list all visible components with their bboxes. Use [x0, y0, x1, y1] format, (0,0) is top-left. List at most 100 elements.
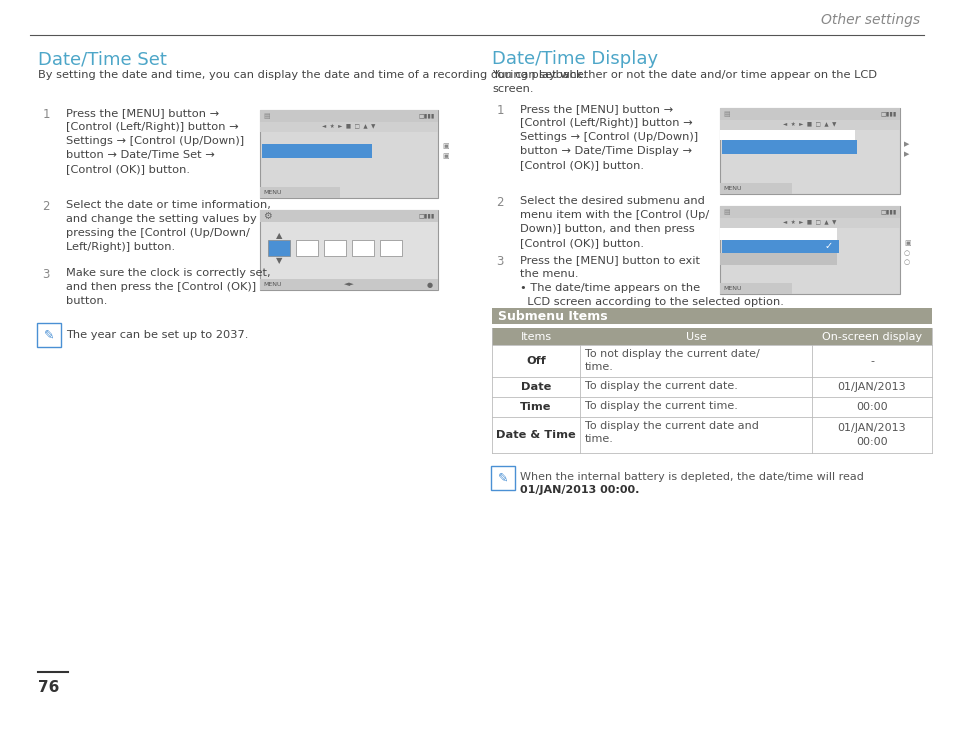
Bar	[379, 240, 401, 256]
Text: ○: ○	[903, 259, 909, 265]
Text: ▼: ▼	[275, 256, 282, 266]
Bar	[720, 253, 836, 265]
Bar	[260, 210, 437, 222]
Text: To display the current time.: To display the current time.	[584, 401, 737, 411]
Text: 01/JAN/2013: 01/JAN/2013	[837, 382, 905, 392]
Text: ✎: ✎	[497, 472, 508, 485]
Text: MENU: MENU	[722, 286, 740, 291]
FancyBboxPatch shape	[37, 323, 61, 347]
Text: Press the [MENU] button →
[Control (Left/Right)] button →
Settings → [Control (U: Press the [MENU] button → [Control (Left…	[519, 104, 698, 170]
Bar	[720, 283, 791, 294]
Text: Date/Time Set: Date/Time Set	[38, 50, 167, 68]
Bar	[492, 397, 931, 417]
Text: ▲: ▲	[275, 231, 282, 240]
Text: To display the current date.: To display the current date.	[584, 381, 737, 391]
Text: Other settings: Other settings	[820, 13, 919, 27]
Bar	[260, 110, 437, 198]
Bar	[720, 206, 899, 218]
Bar	[260, 187, 339, 198]
Text: Press the [MENU] button →
[Control (Left/Right)] button →
Settings → [Control (U: Press the [MENU] button → [Control (Left…	[66, 108, 244, 174]
Text: 2: 2	[496, 196, 503, 209]
Text: Date & Time: Date & Time	[496, 430, 576, 440]
Text: ✎: ✎	[44, 328, 54, 342]
Text: To not display the current date/
time.: To not display the current date/ time.	[584, 349, 759, 372]
Text: ◄  ★  ►  ■  □  ▲  ▼: ◄ ★ ► ■ □ ▲ ▼	[322, 124, 375, 130]
Text: □▮▮▮: □▮▮▮	[880, 112, 896, 117]
Text: □▮▮▮: □▮▮▮	[418, 213, 435, 218]
Text: ▣: ▣	[903, 240, 910, 246]
Text: 3: 3	[42, 268, 50, 281]
Text: To display the current date and
time.: To display the current date and time.	[584, 421, 758, 444]
Text: 1: 1	[496, 104, 503, 117]
Text: -: -	[869, 356, 873, 366]
Bar	[260, 110, 437, 122]
Text: ▤: ▤	[722, 209, 729, 215]
Bar	[492, 328, 931, 345]
Text: 00:00: 00:00	[855, 402, 887, 412]
Text: ●: ●	[427, 282, 433, 288]
Bar	[260, 122, 437, 132]
Bar	[720, 183, 791, 194]
Text: ◄  ★  ►  ■  □  ▲  ▼: ◄ ★ ► ■ □ ▲ ▼	[782, 123, 836, 128]
Text: 01/JAN/2013
00:00: 01/JAN/2013 00:00	[837, 423, 905, 447]
Bar	[260, 210, 437, 290]
Bar	[492, 308, 931, 324]
Text: Time: Time	[519, 402, 551, 412]
Bar	[720, 130, 854, 140]
Bar	[268, 240, 290, 256]
Text: Make sure the clock is correctly set,
and then press the [Control (OK)]
button.: Make sure the clock is correctly set, an…	[66, 268, 271, 306]
Bar	[720, 108, 899, 194]
Text: Select the desired submenu and
menu item with the [Control (Up/
Down)] button, a: Select the desired submenu and menu item…	[519, 196, 708, 248]
Bar	[352, 240, 374, 256]
Text: 2: 2	[42, 200, 50, 213]
Text: ⚙: ⚙	[263, 211, 272, 221]
Bar	[720, 120, 899, 130]
Text: 3: 3	[496, 255, 503, 268]
Bar	[492, 345, 931, 377]
Text: 1: 1	[42, 108, 50, 121]
Bar	[720, 206, 899, 294]
Text: Off: Off	[525, 356, 545, 366]
Text: Submenu Items: Submenu Items	[497, 310, 607, 323]
Text: MENU: MENU	[263, 282, 281, 287]
Text: ▣: ▣	[441, 143, 448, 149]
Text: ▶: ▶	[903, 151, 908, 157]
Bar	[260, 279, 437, 290]
Text: ◄  ★  ►  ■  □  ▲  ▼: ◄ ★ ► ■ □ ▲ ▼	[782, 220, 836, 226]
Bar	[720, 108, 899, 120]
Text: □▮▮▮: □▮▮▮	[880, 210, 896, 215]
Text: ○: ○	[903, 250, 909, 256]
Text: Use: Use	[685, 331, 705, 342]
Bar	[492, 377, 931, 397]
Text: The year can be set up to 2037.: The year can be set up to 2037.	[66, 330, 248, 340]
Text: Date/Time Display: Date/Time Display	[492, 50, 658, 68]
Text: MENU: MENU	[263, 190, 281, 195]
Text: MENU: MENU	[722, 186, 740, 191]
Text: Date: Date	[520, 382, 551, 392]
Text: Press the [MENU] button to exit
the menu.
• The date/time appears on the
  LCD s: Press the [MENU] button to exit the menu…	[519, 255, 783, 307]
Text: On-screen display: On-screen display	[821, 331, 922, 342]
Bar	[262, 144, 372, 158]
Text: You can set whether or not the date and/or time appear on the LCD
screen.: You can set whether or not the date and/…	[492, 70, 876, 94]
Bar	[492, 417, 931, 453]
Text: □▮▮▮: □▮▮▮	[418, 113, 435, 118]
Bar	[721, 240, 838, 253]
Text: ▣: ▣	[441, 153, 448, 159]
Text: 01/JAN/2013 00:00.: 01/JAN/2013 00:00.	[519, 485, 639, 495]
Text: ◄►: ◄►	[343, 282, 354, 288]
Text: When the internal battery is depleted, the date/time will read: When the internal battery is depleted, t…	[519, 472, 863, 482]
Text: ▤: ▤	[263, 113, 270, 119]
FancyBboxPatch shape	[491, 466, 515, 490]
Bar	[324, 240, 346, 256]
Text: 76: 76	[38, 680, 59, 695]
Text: Select the date or time information,
and change the setting values by
pressing t: Select the date or time information, and…	[66, 200, 271, 252]
Text: Items: Items	[520, 331, 551, 342]
Text: ▶: ▶	[903, 141, 908, 147]
Text: ▤: ▤	[722, 111, 729, 117]
Bar	[720, 228, 836, 240]
Bar	[720, 218, 899, 228]
Bar	[295, 240, 317, 256]
Text: ✓: ✓	[824, 242, 832, 252]
Bar	[721, 140, 856, 154]
Text: By setting the date and time, you can display the date and time of a recording d: By setting the date and time, you can di…	[38, 70, 586, 80]
